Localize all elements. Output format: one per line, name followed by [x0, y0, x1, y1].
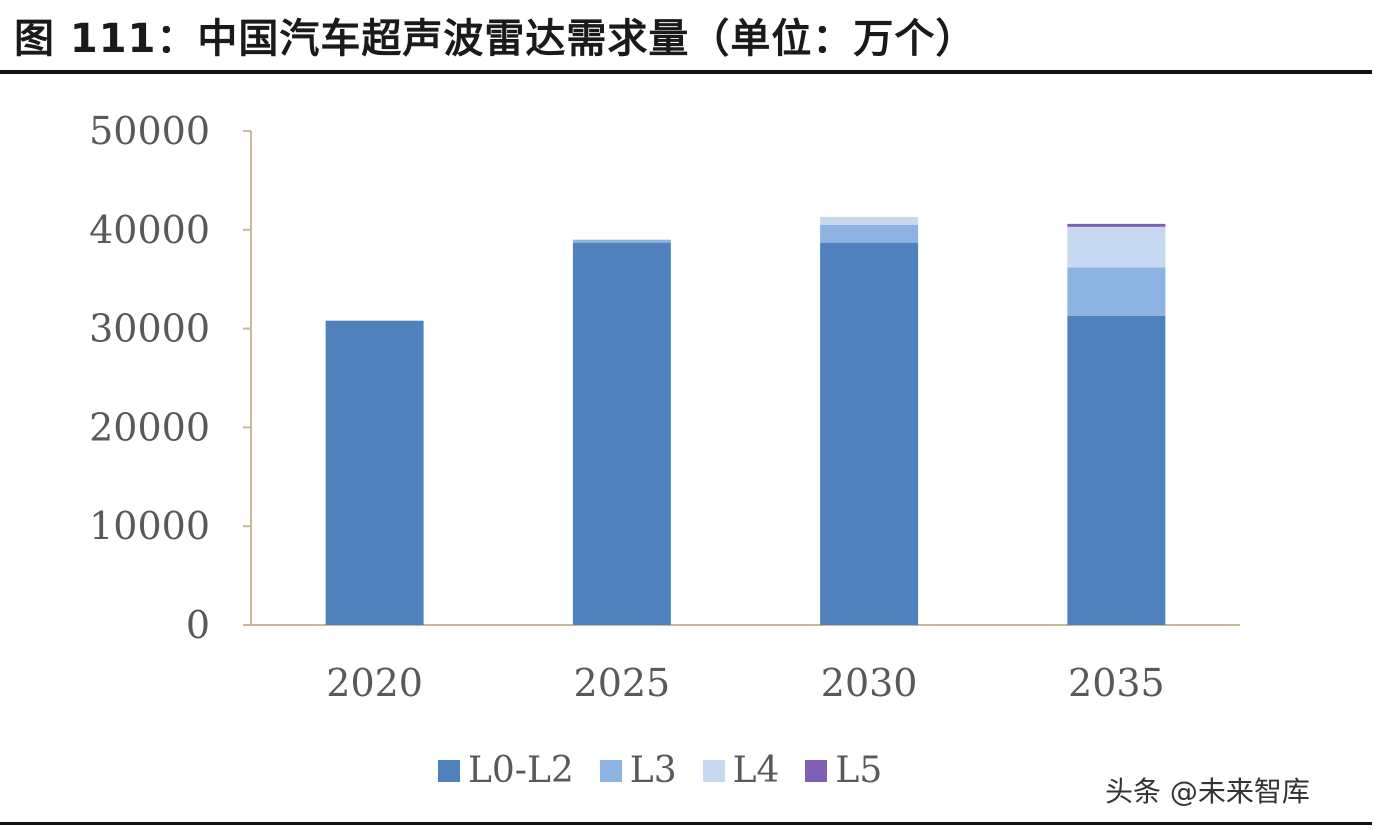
bar-segment-l0-l2-2025: [572, 242, 671, 626]
bar-segment-l5-2035: [1067, 223, 1166, 227]
x-tick-label: 2025: [574, 661, 671, 705]
y-tick-label: 50000: [89, 109, 210, 153]
bar-segment-l3-2035: [1067, 267, 1166, 316]
source-watermark: 头条 @未来智库: [1105, 775, 1310, 808]
legend-swatch-l0-l2: [438, 759, 460, 782]
y-tick-label: 0: [186, 603, 210, 647]
title-divider: [0, 70, 1372, 74]
x-tick-label: 2020: [326, 661, 423, 705]
legend-label-l3: L3: [629, 750, 677, 791]
x-axis: 2020 2025 2030 2035: [326, 661, 1164, 705]
legend-swatch-l5: [805, 759, 828, 782]
bar-segment-l4-2035: [1067, 226, 1166, 268]
chart-title: 图 111：中国汽车超声波雷达需求量（单位：万个）: [14, 16, 977, 62]
y-tick-label: 30000: [89, 307, 210, 351]
legend-label-l4: L4: [732, 750, 780, 791]
x-tick-label: 2035: [1068, 661, 1165, 705]
x-tick-label: 2030: [821, 661, 918, 705]
legend: L0-L2 L3 L4 L5: [438, 750, 882, 791]
y-axis: 0 10000 20000 30000 40000 50000: [89, 109, 251, 647]
y-tick-label: 40000: [89, 208, 210, 252]
legend-item-l0-l2: L0-L2: [438, 750, 574, 791]
bars: [325, 216, 1166, 626]
legend-swatch-l4: [702, 759, 725, 782]
bar-segment-l3-2030: [820, 224, 919, 243]
bar-segment-l4-2030: [820, 216, 919, 225]
legend-label-l0-l2: L0-L2: [468, 750, 574, 791]
bar-segment-l0-l2-2035: [1067, 315, 1166, 625]
bottom-divider: [0, 822, 1372, 825]
legend-swatch-l3: [599, 759, 622, 782]
y-tick-label: 10000: [89, 504, 210, 548]
y-tick-label: 20000: [89, 405, 210, 449]
legend-item-l5: L5: [805, 750, 882, 791]
legend-item-l4: L4: [702, 750, 780, 791]
bar-segment-l0-l2-2030: [820, 242, 919, 626]
legend-label-l5: L5: [835, 750, 883, 791]
bar-segment-l3-2025: [572, 239, 671, 243]
bar-segment-l0-l2-2020: [325, 320, 424, 625]
legend-item-l3: L3: [599, 750, 677, 791]
